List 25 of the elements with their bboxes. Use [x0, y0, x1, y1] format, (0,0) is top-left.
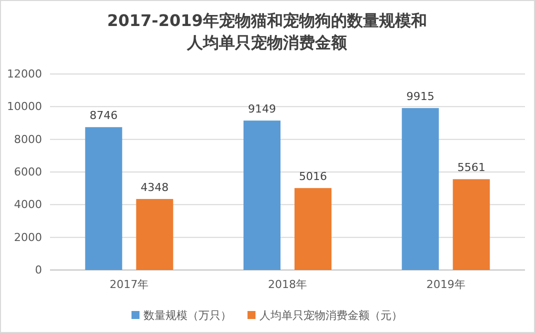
- data-label: 4348: [140, 180, 169, 194]
- chart-title: 2017-2019年宠物猫和宠物狗的数量规模和人均单只宠物消费金额: [107, 11, 427, 52]
- x-tick-label: 2019年: [426, 278, 466, 291]
- data-label: 5561: [457, 161, 486, 174]
- data-label: 9915: [406, 90, 434, 104]
- bar: [85, 127, 122, 270]
- y-tick-label: 4000: [14, 198, 42, 212]
- x-tick-label: 2017年: [110, 278, 149, 291]
- bar: [244, 120, 280, 270]
- y-tick-label: 10000: [7, 100, 42, 114]
- bar: [452, 179, 490, 270]
- data-label: 5016: [299, 170, 327, 184]
- bar: [136, 198, 174, 270]
- legend-label: 人均单只宠物消费金额（元）: [260, 309, 402, 322]
- data-label: 9149: [248, 102, 276, 116]
- data-label: 8746: [90, 109, 118, 122]
- y-tick-label: 12000: [7, 68, 42, 81]
- x-tick-label: 2018年: [268, 278, 307, 291]
- y-tick-label: 0: [35, 264, 42, 277]
- y-tick-label: 8000: [14, 132, 42, 146]
- bar: [402, 108, 439, 270]
- bar: [294, 188, 332, 270]
- y-tick-label: 6000: [14, 166, 42, 179]
- y-tick-label: 2000: [14, 230, 42, 244]
- legend-label: 数量规模（万只）: [144, 309, 232, 322]
